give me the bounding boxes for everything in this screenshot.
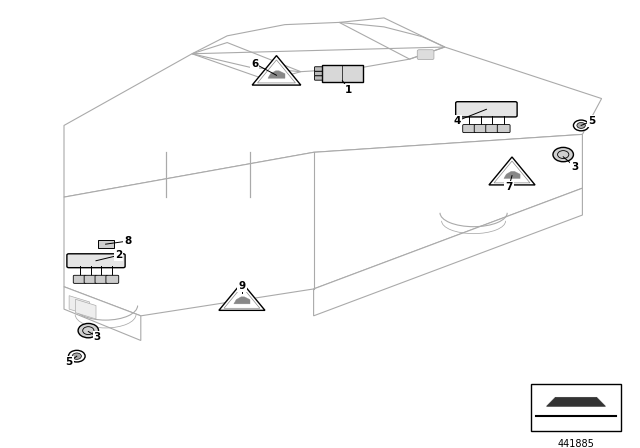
Polygon shape [252, 56, 301, 85]
Text: 4: 4 [453, 116, 461, 126]
Polygon shape [64, 47, 602, 197]
FancyBboxPatch shape [73, 275, 86, 284]
Text: 441885: 441885 [557, 439, 595, 448]
Polygon shape [76, 299, 96, 319]
FancyBboxPatch shape [315, 71, 323, 76]
Polygon shape [234, 297, 250, 304]
Text: 6: 6 [251, 59, 259, 69]
FancyBboxPatch shape [95, 275, 108, 284]
FancyBboxPatch shape [322, 65, 364, 82]
Polygon shape [219, 282, 265, 310]
FancyBboxPatch shape [417, 50, 434, 60]
Circle shape [573, 120, 589, 131]
Text: 9: 9 [238, 281, 246, 291]
Circle shape [78, 323, 99, 338]
Text: 1: 1 [345, 85, 353, 95]
Text: 3: 3 [571, 162, 579, 172]
Polygon shape [268, 71, 285, 78]
Text: 5: 5 [65, 357, 73, 367]
Text: 5: 5 [588, 116, 596, 126]
FancyBboxPatch shape [474, 125, 487, 133]
FancyBboxPatch shape [497, 125, 510, 133]
Polygon shape [547, 397, 605, 406]
FancyBboxPatch shape [67, 254, 125, 267]
Polygon shape [64, 287, 141, 340]
Circle shape [553, 147, 573, 162]
FancyBboxPatch shape [486, 125, 499, 133]
FancyBboxPatch shape [463, 125, 476, 133]
FancyBboxPatch shape [315, 67, 323, 71]
Polygon shape [489, 157, 535, 185]
Circle shape [72, 353, 81, 359]
Text: 8: 8 [124, 236, 132, 246]
Polygon shape [314, 188, 582, 316]
FancyBboxPatch shape [84, 275, 97, 284]
Circle shape [577, 122, 586, 129]
Text: 3: 3 [93, 332, 101, 342]
Polygon shape [504, 172, 520, 178]
Polygon shape [64, 134, 582, 316]
FancyBboxPatch shape [97, 240, 114, 248]
FancyBboxPatch shape [106, 275, 119, 284]
Text: 2: 2 [115, 250, 122, 260]
Polygon shape [69, 296, 90, 315]
Circle shape [68, 350, 85, 362]
FancyBboxPatch shape [456, 102, 517, 117]
Text: 7: 7 [505, 182, 513, 192]
FancyBboxPatch shape [315, 76, 323, 80]
